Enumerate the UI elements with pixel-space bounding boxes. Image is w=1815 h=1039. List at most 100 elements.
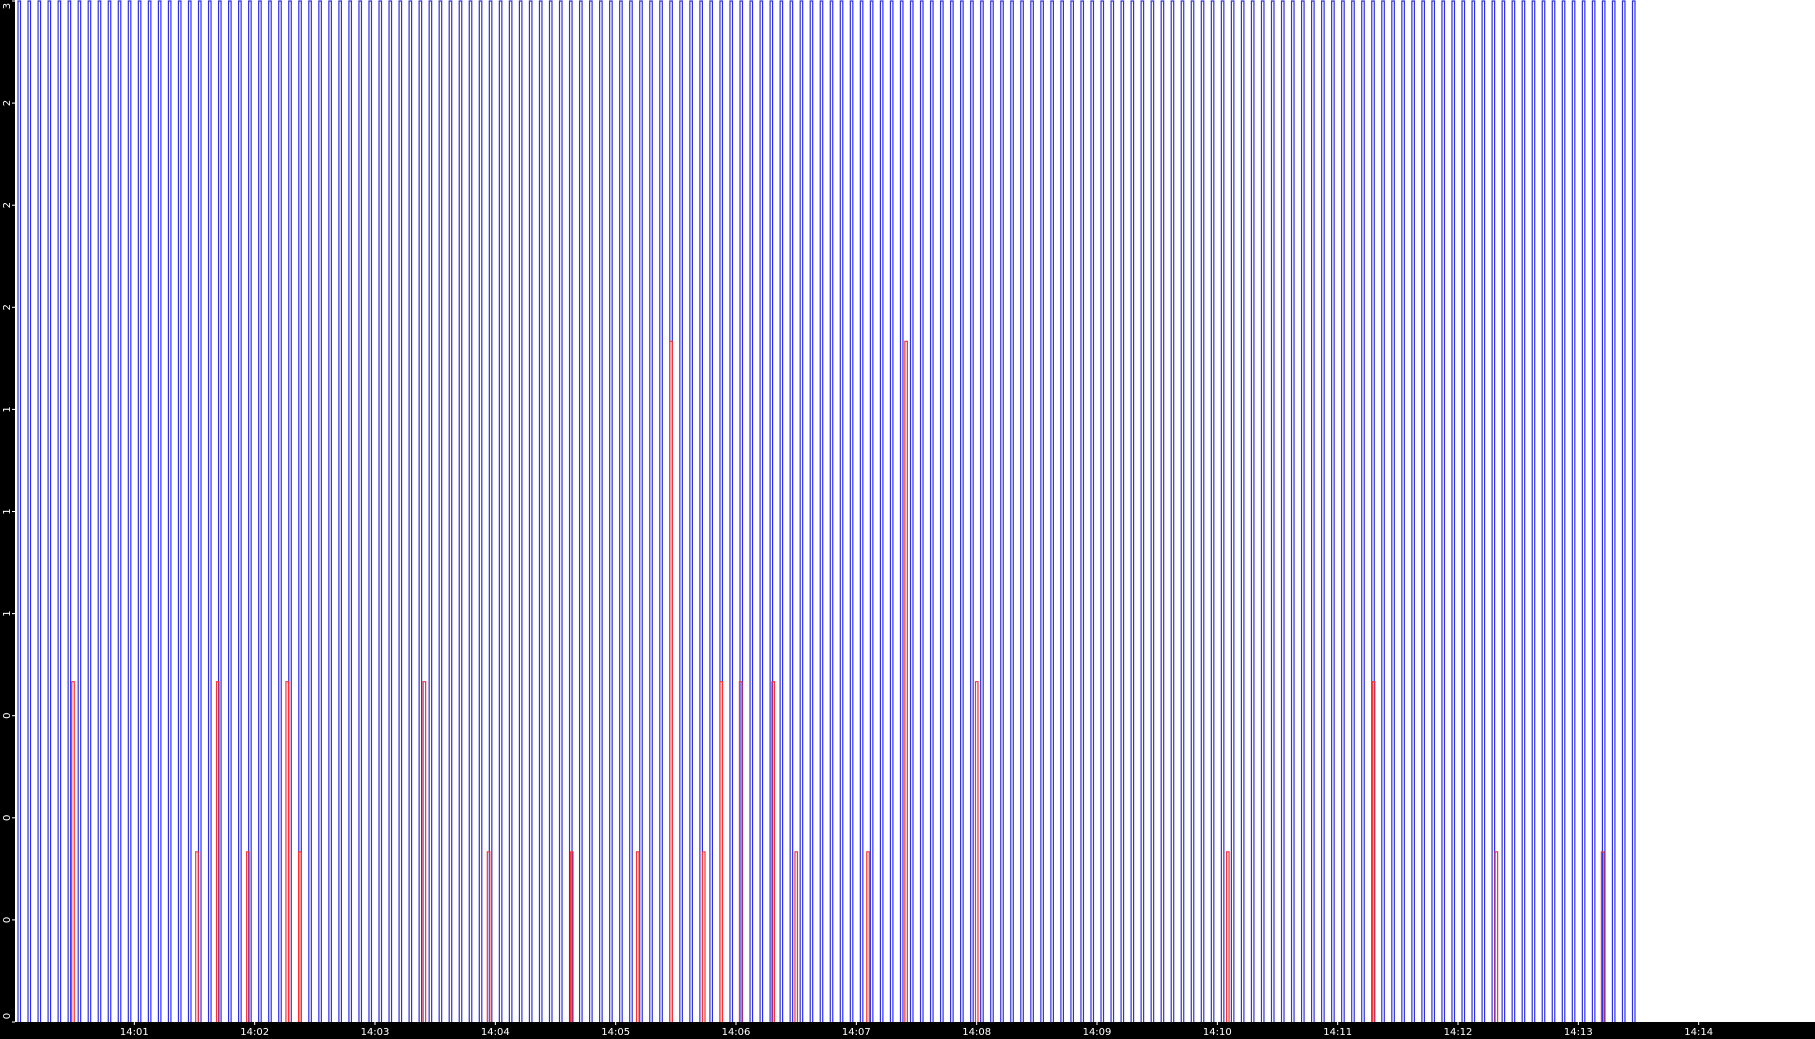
pulse (71, 681, 75, 1022)
pulse (1150, 0, 1155, 1022)
pulse (1050, 0, 1054, 1022)
pulse (177, 0, 182, 1022)
pulse (1371, 0, 1375, 1022)
pulse (338, 0, 343, 1022)
pulse (1621, 0, 1626, 1022)
pulse (1601, 0, 1606, 1022)
pulse (789, 0, 794, 1022)
pulse (588, 0, 593, 1022)
pulse (246, 851, 250, 1022)
pulse (438, 0, 443, 1022)
pulse (195, 851, 199, 1022)
pulse (809, 0, 814, 1022)
pulse (486, 851, 491, 1022)
pulse (1300, 0, 1305, 1022)
pulse (839, 0, 844, 1022)
pulse (960, 0, 964, 1022)
pulse (37, 0, 42, 1022)
pulse (738, 681, 743, 1022)
pulse (87, 0, 92, 1022)
pulse (298, 0, 302, 1022)
pulse (217, 0, 222, 1022)
pulse (639, 0, 643, 1022)
pulse (508, 0, 513, 1022)
pulse (1160, 0, 1165, 1022)
pulse (468, 0, 473, 1022)
pulse (1351, 0, 1355, 1022)
pulse (899, 0, 904, 1022)
pulse (1431, 0, 1436, 1022)
pulse (779, 0, 784, 1022)
pulse (137, 0, 142, 1022)
pulse (1070, 0, 1075, 1022)
pulse (1491, 0, 1496, 1022)
pulse (157, 0, 162, 1022)
pulse (418, 0, 423, 1022)
pulse (1391, 0, 1395, 1022)
pulse (107, 0, 112, 1022)
pulse (207, 0, 212, 1022)
pulse (1170, 0, 1175, 1022)
pulse (117, 0, 122, 1022)
pulse (794, 851, 799, 1022)
pulse (1461, 0, 1466, 1022)
pulse (649, 0, 653, 1022)
pulse (879, 0, 884, 1022)
pulse (701, 851, 706, 1022)
pulse (1371, 681, 1376, 1022)
pulse (609, 0, 613, 1022)
pulse (1521, 0, 1526, 1022)
pulse (1220, 0, 1225, 1022)
pulse (528, 0, 533, 1022)
pulse (498, 0, 503, 1022)
pulse (1250, 0, 1255, 1022)
x-tick-label: 14:03 (361, 1027, 390, 1038)
pulse (1260, 0, 1265, 1022)
pulse (1020, 0, 1024, 1022)
pulse (127, 0, 132, 1022)
pulse (518, 0, 523, 1022)
pulse (227, 0, 232, 1022)
pulse (1080, 0, 1085, 1022)
x-tick-label: 14:08 (962, 1027, 991, 1038)
pulse (970, 0, 974, 1022)
pulse (679, 0, 683, 1022)
pulse (569, 851, 574, 1022)
y-tick-label: 0 (2, 1013, 13, 1019)
pulse (919, 0, 924, 1022)
pulse (990, 0, 994, 1022)
pulse (428, 0, 433, 1022)
pulse (1280, 0, 1285, 1022)
pulse (1270, 0, 1275, 1022)
pulse (67, 0, 72, 1022)
pulse (97, 0, 102, 1022)
pulse (1230, 0, 1235, 1022)
pulse (568, 0, 573, 1022)
pulse (1501, 0, 1506, 1022)
pulse (1451, 0, 1456, 1022)
pulse (478, 0, 483, 1022)
pulse (1600, 851, 1605, 1022)
x-tick-label: 14:14 (1684, 1027, 1713, 1038)
pulse (1180, 0, 1185, 1022)
pulse (368, 0, 373, 1022)
pulse (1060, 0, 1065, 1022)
x-tick-label: 14:10 (1203, 1027, 1232, 1038)
pulse (929, 0, 934, 1022)
pulse (749, 0, 754, 1022)
pulse (1381, 0, 1385, 1022)
y-tick-label: 2 (2, 202, 13, 208)
pulse (729, 0, 734, 1022)
pulse (448, 0, 453, 1022)
pulse (819, 0, 824, 1022)
pulse (1631, 0, 1636, 1022)
pulse (619, 0, 623, 1022)
pulse (1100, 0, 1105, 1022)
pulse (1494, 851, 1499, 1022)
pulse (939, 0, 944, 1022)
pulse (1225, 851, 1230, 1022)
pulse (1401, 0, 1405, 1022)
pulse (759, 0, 764, 1022)
pulse (1010, 0, 1014, 1022)
